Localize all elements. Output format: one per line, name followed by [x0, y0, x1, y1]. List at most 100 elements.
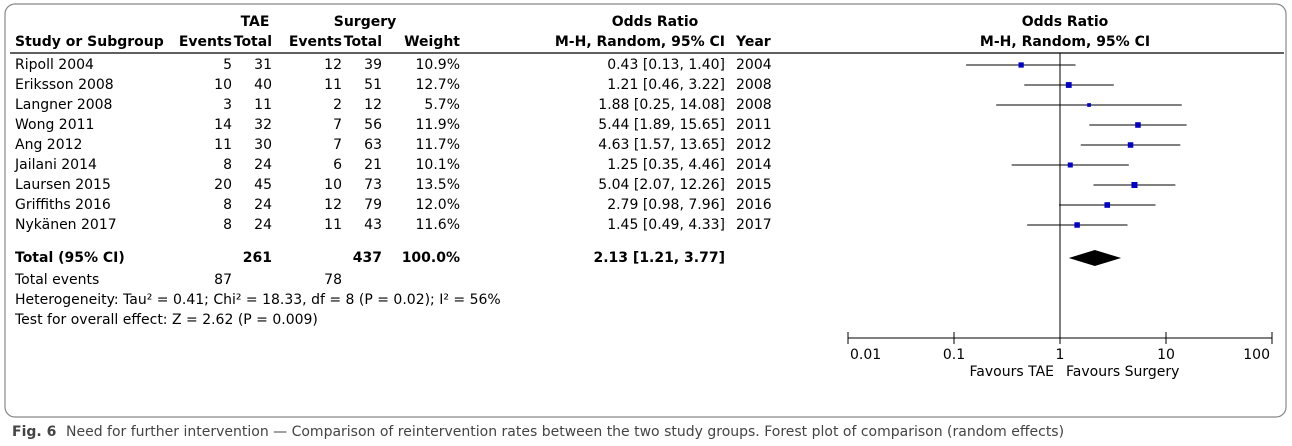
cell: 79 — [364, 197, 382, 213]
cell: 11.6% — [416, 217, 460, 233]
effect-square — [1074, 222, 1080, 228]
cell: 1.25 [0.35, 4.46] — [607, 157, 725, 173]
cell: 5.44 [1.89, 15.65] — [598, 117, 725, 133]
cell: 40 — [254, 77, 272, 93]
cell: 0.43 [0.13, 1.40] — [607, 57, 725, 73]
cell: 32 — [254, 117, 272, 133]
cell: Langner 2008 — [15, 97, 112, 113]
cell: 5.7% — [424, 97, 460, 113]
cell: 2.79 [0.98, 7.96] — [607, 197, 725, 213]
cell: 2016 — [736, 197, 772, 213]
cell: 20 — [214, 177, 232, 193]
cell: 87 — [214, 272, 232, 288]
cell: 30 — [254, 137, 272, 153]
cell: 5 — [223, 57, 232, 73]
cell: 11.9% — [416, 117, 460, 133]
cell: 24 — [254, 197, 272, 213]
cell: 24 — [254, 157, 272, 173]
cell: 7 — [333, 137, 342, 153]
effect-square — [1135, 122, 1141, 128]
cell: Griffiths 2016 — [15, 197, 111, 213]
figure-frame — [4, 3, 1287, 418]
cell: Ang 2012 — [15, 137, 82, 153]
cell: 2012 — [736, 137, 772, 153]
cell: Jailani 2014 — [14, 157, 97, 173]
effect-square — [1104, 202, 1111, 208]
cell: 7 — [333, 117, 342, 133]
x-tick-label: 100 — [1243, 347, 1270, 363]
cell: 11 — [214, 137, 232, 153]
x-tick-label: 10 — [1157, 347, 1175, 363]
plot-title: Odds Ratio — [1022, 14, 1109, 30]
cell: 31 — [254, 57, 272, 73]
cell: 12 — [324, 57, 342, 73]
total-cell: 437 — [353, 250, 382, 266]
effect-square — [1018, 62, 1024, 68]
cell: 2008 — [736, 97, 772, 113]
x-tick-label: 0.1 — [943, 347, 965, 363]
cell: 56 — [364, 117, 382, 133]
plot-subtitle: M-H, Random, 95% CI — [980, 34, 1150, 50]
total-cell: 100.0% — [402, 250, 460, 266]
cell: 10 — [324, 177, 342, 193]
cell: Ripoll 2004 — [15, 57, 94, 73]
cell: 21 — [364, 157, 382, 173]
pooled-diamond — [1068, 250, 1122, 266]
cell: 2015 — [736, 177, 772, 193]
cell: 11 — [324, 217, 342, 233]
cell: 10 — [214, 77, 232, 93]
column-header: Year — [735, 34, 771, 50]
group-header: TAE — [241, 14, 270, 30]
effect-square — [1087, 103, 1091, 107]
cell: Nykänen 2017 — [15, 217, 117, 233]
caption-label: Fig. 6 — [12, 424, 56, 440]
cell: 5.04 [2.07, 12.26] — [598, 177, 725, 193]
cell: 2004 — [736, 57, 772, 73]
cell: 8 — [223, 217, 232, 233]
cell: 24 — [254, 217, 272, 233]
cell: 10.9% — [416, 57, 460, 73]
column-header: M-H, Random, 95% CI — [555, 34, 725, 50]
footnote: Test for overall effect: Z = 2.62 (P = 0… — [14, 312, 318, 328]
column-header: Total — [234, 34, 272, 50]
cell: 51 — [364, 77, 382, 93]
cell: 8 — [223, 157, 232, 173]
total-cell: 2.13 [1.21, 3.77] — [594, 250, 726, 266]
cell: 12 — [324, 197, 342, 213]
effect-square — [1131, 181, 1138, 189]
cell: 2014 — [736, 157, 772, 173]
footnote: Heterogeneity: Tau² = 0.41; Chi² = 18.33… — [15, 292, 501, 308]
cell: 1.88 [0.25, 14.08] — [598, 97, 725, 113]
cell: 73 — [364, 177, 382, 193]
cell: 1.45 [0.49, 4.33] — [607, 217, 725, 233]
cell: Wong 2011 — [15, 117, 94, 133]
cell: 11 — [254, 97, 272, 113]
x-tick-label: 1 — [1056, 347, 1065, 363]
effect-square — [1127, 142, 1134, 148]
total-cell: 261 — [243, 250, 272, 266]
column-header: Events — [289, 34, 342, 50]
caption-text: Need for further intervention — Comparis… — [66, 424, 1064, 440]
cell: 4.63 [1.57, 13.65] — [598, 137, 725, 153]
cell: 39 — [364, 57, 382, 73]
cell: 12.7% — [416, 77, 460, 93]
cell: Eriksson 2008 — [15, 77, 114, 93]
cell: 63 — [364, 137, 382, 153]
cell: 14 — [214, 117, 232, 133]
cell: 2011 — [736, 117, 772, 133]
cell: 43 — [364, 217, 382, 233]
axis-favour-label: Favours TAE — [970, 364, 1054, 380]
column-header: Events — [179, 34, 232, 50]
x-tick-label: 0.01 — [850, 347, 881, 363]
cell: 11.7% — [416, 137, 460, 153]
effect-square — [1065, 82, 1072, 88]
cell: 6 — [333, 157, 342, 173]
cell: 78 — [324, 272, 342, 288]
cell: 12 — [364, 97, 382, 113]
cell: 3 — [223, 97, 232, 113]
total-cell: Total (95% CI) — [15, 250, 125, 266]
cell: Laursen 2015 — [15, 177, 111, 193]
effect-square — [1067, 162, 1073, 168]
group-header: Odds Ratio — [612, 14, 699, 30]
